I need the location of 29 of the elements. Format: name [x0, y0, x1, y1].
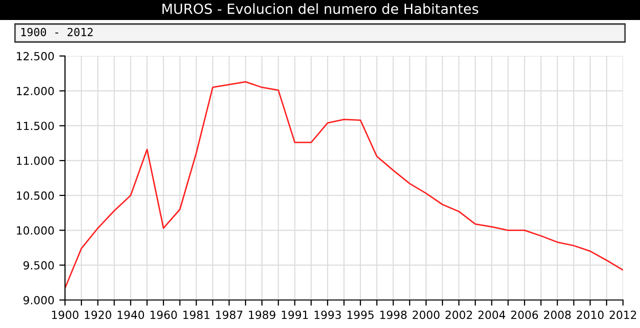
x-tick-label: 1993 — [314, 310, 341, 320]
x-tick-label: 2004 — [478, 310, 506, 320]
x-tick-label: 1998 — [380, 310, 407, 320]
y-tick-label: 10.000 — [16, 226, 54, 235]
x-tick-label: 2008 — [544, 310, 571, 320]
y-tick-label: 11.500 — [16, 122, 54, 130]
y-tick-label: 10.500 — [16, 191, 54, 200]
x-tick-label: 1987 — [216, 310, 242, 320]
y-tick-label: 11.000 — [16, 156, 54, 165]
line-series — [65, 81, 623, 289]
x-tick-label: 2000 — [412, 310, 440, 320]
x-tick-label: 1989 — [249, 310, 276, 320]
text: 1900 - 2012 — [21, 28, 93, 36]
y-tick-label: 12.500 — [16, 52, 54, 60]
x-tick-label: 1920 — [84, 310, 112, 320]
y-tick-label: 9.500 — [23, 261, 54, 270]
x-tick-label: 1981 — [183, 310, 210, 320]
x-tick-label: 1940 — [118, 310, 144, 320]
x-tick-label: 1991 — [282, 310, 308, 320]
x-tick-label: 2002 — [446, 310, 472, 320]
x-tick-label: 2010 — [576, 310, 604, 320]
chart-title: MUROS - Evolucion del numero de Habitantes — [162, 3, 478, 14]
x-tick-label: 1995 — [347, 310, 374, 320]
x-tick-label: 1960 — [150, 310, 177, 320]
y-tick-label: 9.000 — [23, 296, 54, 304]
x-tick-label: 2006 — [511, 310, 538, 320]
x-tick-label: 2012 — [610, 310, 636, 320]
y-tick-label: 12.000 — [16, 86, 54, 96]
x-tick-label: 1900 — [52, 310, 78, 320]
